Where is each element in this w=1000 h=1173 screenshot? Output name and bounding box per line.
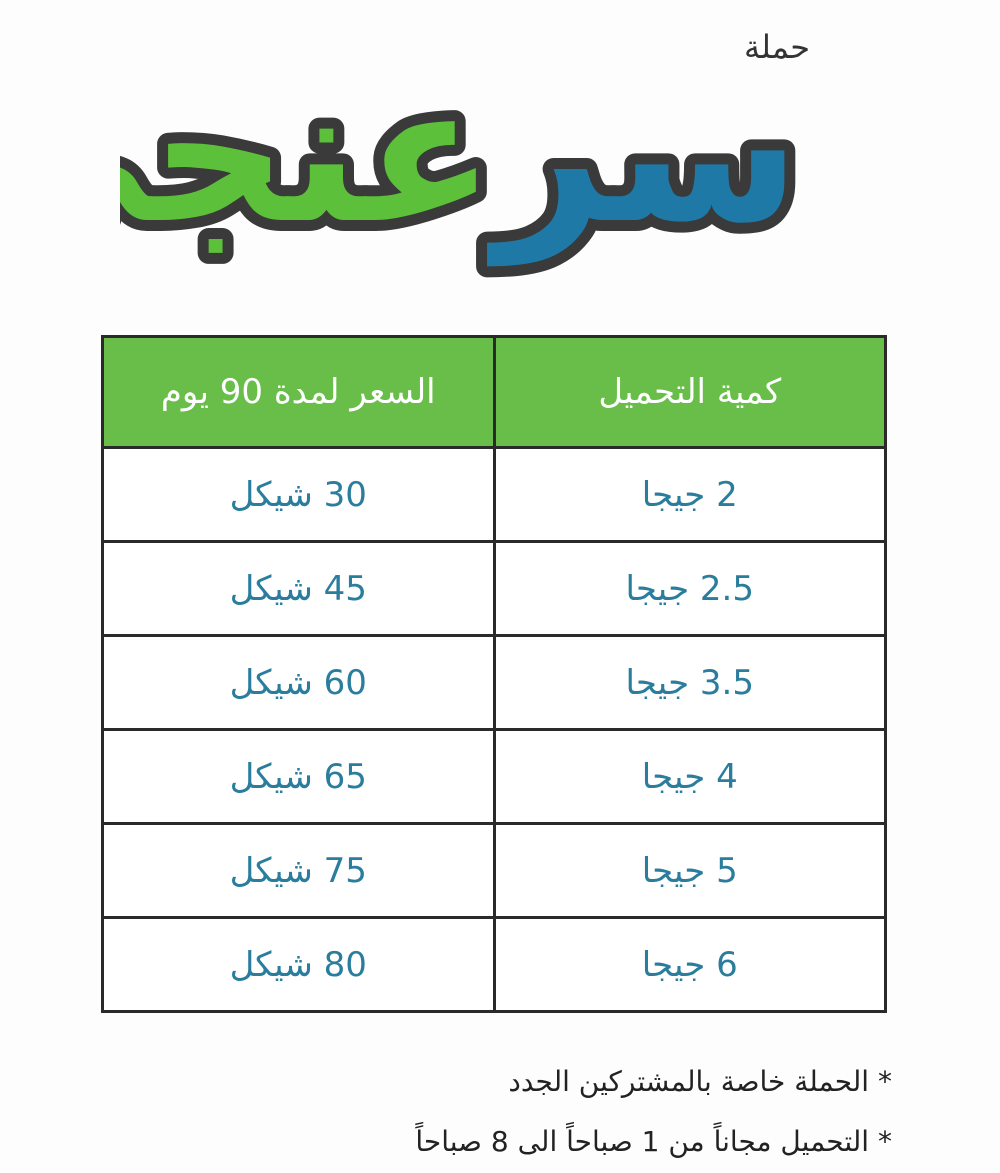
note: * التحميل مجاناً من 1 صباحاً الى 8 صباحا… (415, 1125, 892, 1158)
logo-part: عنجي (120, 50, 495, 266)
table-cell: 3.5 جيجا (492, 634, 887, 731)
table-cell: 2.5 جيجا (492, 540, 887, 637)
table-cell: 75 شيكل (101, 822, 496, 919)
header-cell: السعر لمدة 90 يوم (101, 335, 496, 449)
table-body: 2 جيجا 30 شيكل 2.5 جيجا 45 شيكل 3.5 جيجا 60 ش… (101, 446, 887, 1013)
table-row: 6 جيجا 80 شيكل (101, 916, 887, 1013)
header-cell: كمية التحميل (492, 335, 887, 449)
price-table: كمية التحميل السعر لمدة 90 يوم 2 جيجا 30 … (101, 335, 887, 1013)
table-cell: 6 جيجا (492, 916, 887, 1013)
table-cell: 65 شيكل (101, 728, 496, 825)
notes: * الحملة خاصة بالمشتركين الجدد * التحميل … (415, 1052, 892, 1172)
table-row: 4 جيجا 65 شيكل (101, 728, 887, 825)
note: * الحملة خاصة بالمشتركين الجدد (508, 1065, 892, 1098)
table-cell: 45 شيكل (101, 540, 496, 637)
logo-part: سر (487, 50, 800, 267)
table-row: 2.5 جيجا 45 شيكل (101, 540, 887, 637)
table-row: 3.5 جيجا 60 شيكل (101, 634, 887, 731)
table-cell: 30 شيكل (101, 446, 496, 543)
table-cell: 80 شيكل (101, 916, 496, 1013)
logo: سرعنجي (120, 50, 811, 278)
table-cell: 2 جيجا (492, 446, 887, 543)
table-row: 5 جيجا 75 شيكل (101, 822, 887, 919)
table-cell: 5 جيجا (492, 822, 887, 919)
table-cell: 4 جيجا (492, 728, 887, 825)
table-cell: 60 شيكل (101, 634, 496, 731)
logo-text: سرعنجي (120, 50, 800, 267)
header-row: كمية التحميل السعر لمدة 90 يوم (101, 335, 887, 449)
table-row: 2 جيجا 30 شيكل (101, 446, 887, 543)
subtitle: حملة (743, 28, 810, 66)
